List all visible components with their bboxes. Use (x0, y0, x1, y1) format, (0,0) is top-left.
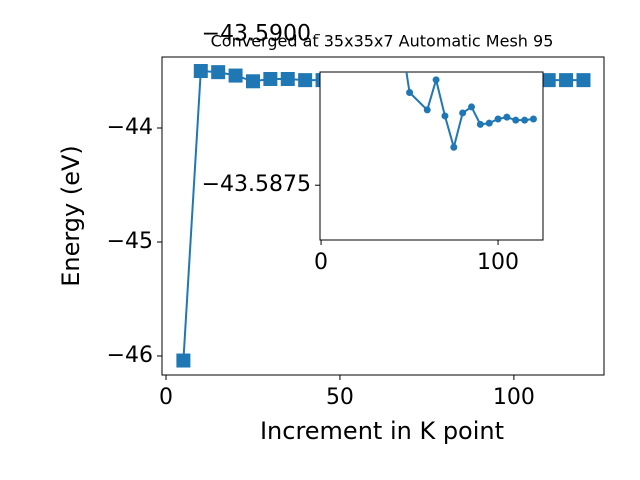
x-tick-label: 0 (314, 250, 328, 275)
data-point (245, 74, 260, 89)
x-tick-label: 100 (477, 250, 519, 275)
y-tick-label: −44 (107, 115, 153, 140)
data-point (467, 103, 475, 111)
data-point (529, 115, 537, 123)
plot-content (388, 9, 537, 152)
series-line (405, 72, 534, 152)
data-point (476, 120, 484, 128)
y-tick-label: −45 (107, 229, 153, 254)
data-point (388, 9, 395, 16)
data-point (280, 71, 295, 86)
data-point (176, 353, 191, 368)
data-point (423, 106, 431, 114)
data-point (512, 116, 520, 124)
data-point (576, 73, 591, 88)
data-point (494, 115, 502, 123)
plot-area (319, 71, 544, 241)
data-point (541, 73, 556, 88)
data-point (559, 73, 574, 88)
data-point (406, 88, 414, 96)
data-point (193, 64, 208, 79)
y-tick-label: −43.5875 (202, 172, 311, 197)
data-point (450, 143, 458, 151)
x-axis-label: Increment in K point (260, 417, 504, 445)
data-point (211, 65, 226, 80)
data-point (228, 68, 243, 83)
y-axis-label: Energy (eV) (57, 145, 85, 287)
chart-title: Converged at 35x35x7 Automatic Mesh 95 (211, 32, 554, 51)
x-tick-label: 100 (493, 385, 535, 410)
data-point (485, 119, 493, 127)
data-point (459, 109, 467, 117)
data-point (441, 112, 449, 120)
data-point (298, 73, 313, 88)
data-point (521, 116, 529, 124)
x-tick-label: 50 (326, 385, 354, 410)
data-point (503, 113, 511, 121)
y-tick-label: −46 (107, 343, 153, 368)
y-tick-label: −43.5900 (202, 22, 311, 47)
x-tick-label: 0 (159, 385, 173, 410)
data-point (263, 71, 278, 86)
data-point (432, 76, 440, 84)
